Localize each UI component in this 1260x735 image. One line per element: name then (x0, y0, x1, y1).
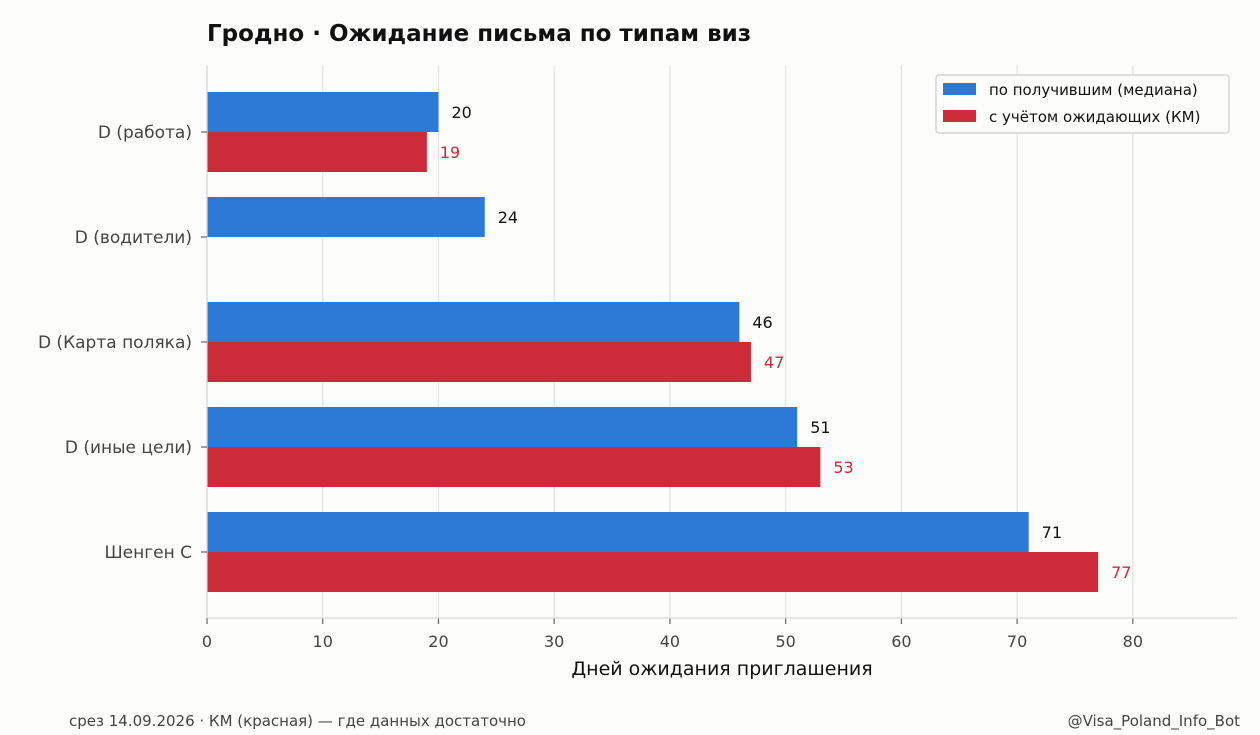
data-label-d-иные-цели-series-2: 53 (833, 458, 853, 477)
x-tick-label: 50 (775, 632, 795, 651)
bars (207, 92, 1099, 592)
legend-label-median: по получившим (медиана) (989, 81, 1198, 99)
x-tick-label: 10 (313, 632, 333, 651)
x-tick-label: 30 (544, 632, 564, 651)
y-tick-label: D (водители) (75, 228, 192, 248)
legend-swatch-km (943, 110, 976, 122)
value-labels: 20 19 24 46 47 51 53 71 77 (440, 103, 1132, 582)
y-tick-label: D (работа) (98, 123, 192, 143)
bar-d-работа-series-1 (207, 92, 439, 132)
bar-d-иные-цели-series-2 (207, 447, 821, 487)
x-tick-label: 40 (660, 632, 680, 651)
data-label-d-работа-series-2: 19 (440, 143, 460, 162)
y-tick-label: D (иные цели) (65, 438, 192, 458)
x-axis-label: Дней ожидания приглашения (571, 658, 872, 680)
data-label-d-работа-series-1: 20 (451, 103, 471, 122)
bar-d-карта-поляка-series-2 (207, 342, 751, 382)
x-tick-label: 60 (891, 632, 911, 651)
footer-credit: @Visa_Poland_Info_Bot (1068, 712, 1241, 731)
bar-d-водители-series-1 (207, 197, 485, 237)
bar-d-карта-поляка-series-1 (207, 302, 740, 342)
x-tick-label: 20 (428, 632, 448, 651)
data-label-d-водители-series-1: 24 (498, 208, 518, 227)
axes: 0 10 20 30 40 50 60 70 80 D (работа) D (водители) D… (38, 66, 1237, 651)
data-label-шенген-с-series-1: 71 (1042, 523, 1062, 542)
data-label-d-карта-поляка-series-1: 46 (752, 313, 772, 332)
legend-frame (935, 74, 1230, 134)
legend-swatch-median (943, 83, 976, 95)
legend-label-km: с учётом ожидающих (КМ) (989, 108, 1200, 126)
data-label-d-карта-поляка-series-2: 47 (764, 353, 784, 372)
x-tick-label: 70 (1007, 632, 1027, 651)
bar-d-иные-цели-series-1 (207, 407, 798, 447)
bar-шенген-с-series-2 (207, 552, 1099, 592)
bar-d-работа-series-2 (207, 132, 427, 172)
bar-шенген-с-series-1 (207, 512, 1029, 552)
y-tick-label: Шенген С (104, 543, 192, 563)
legend: по получившим (медиана) с учётом ожидающ… (935, 74, 1230, 134)
x-tick-label: 0 (202, 632, 212, 651)
chart-title: Гродно · Ожидание письма по типам виз (207, 21, 751, 47)
footer-note: срез 14.09.2026 · КМ (красная) — где дан… (69, 712, 526, 730)
data-label-d-иные-цели-series-1: 51 (810, 418, 830, 437)
y-tick-label: D (Карта поляка) (38, 333, 192, 353)
data-label-шенген-с-series-2: 77 (1111, 563, 1131, 582)
x-tick-label: 80 (1123, 632, 1143, 651)
